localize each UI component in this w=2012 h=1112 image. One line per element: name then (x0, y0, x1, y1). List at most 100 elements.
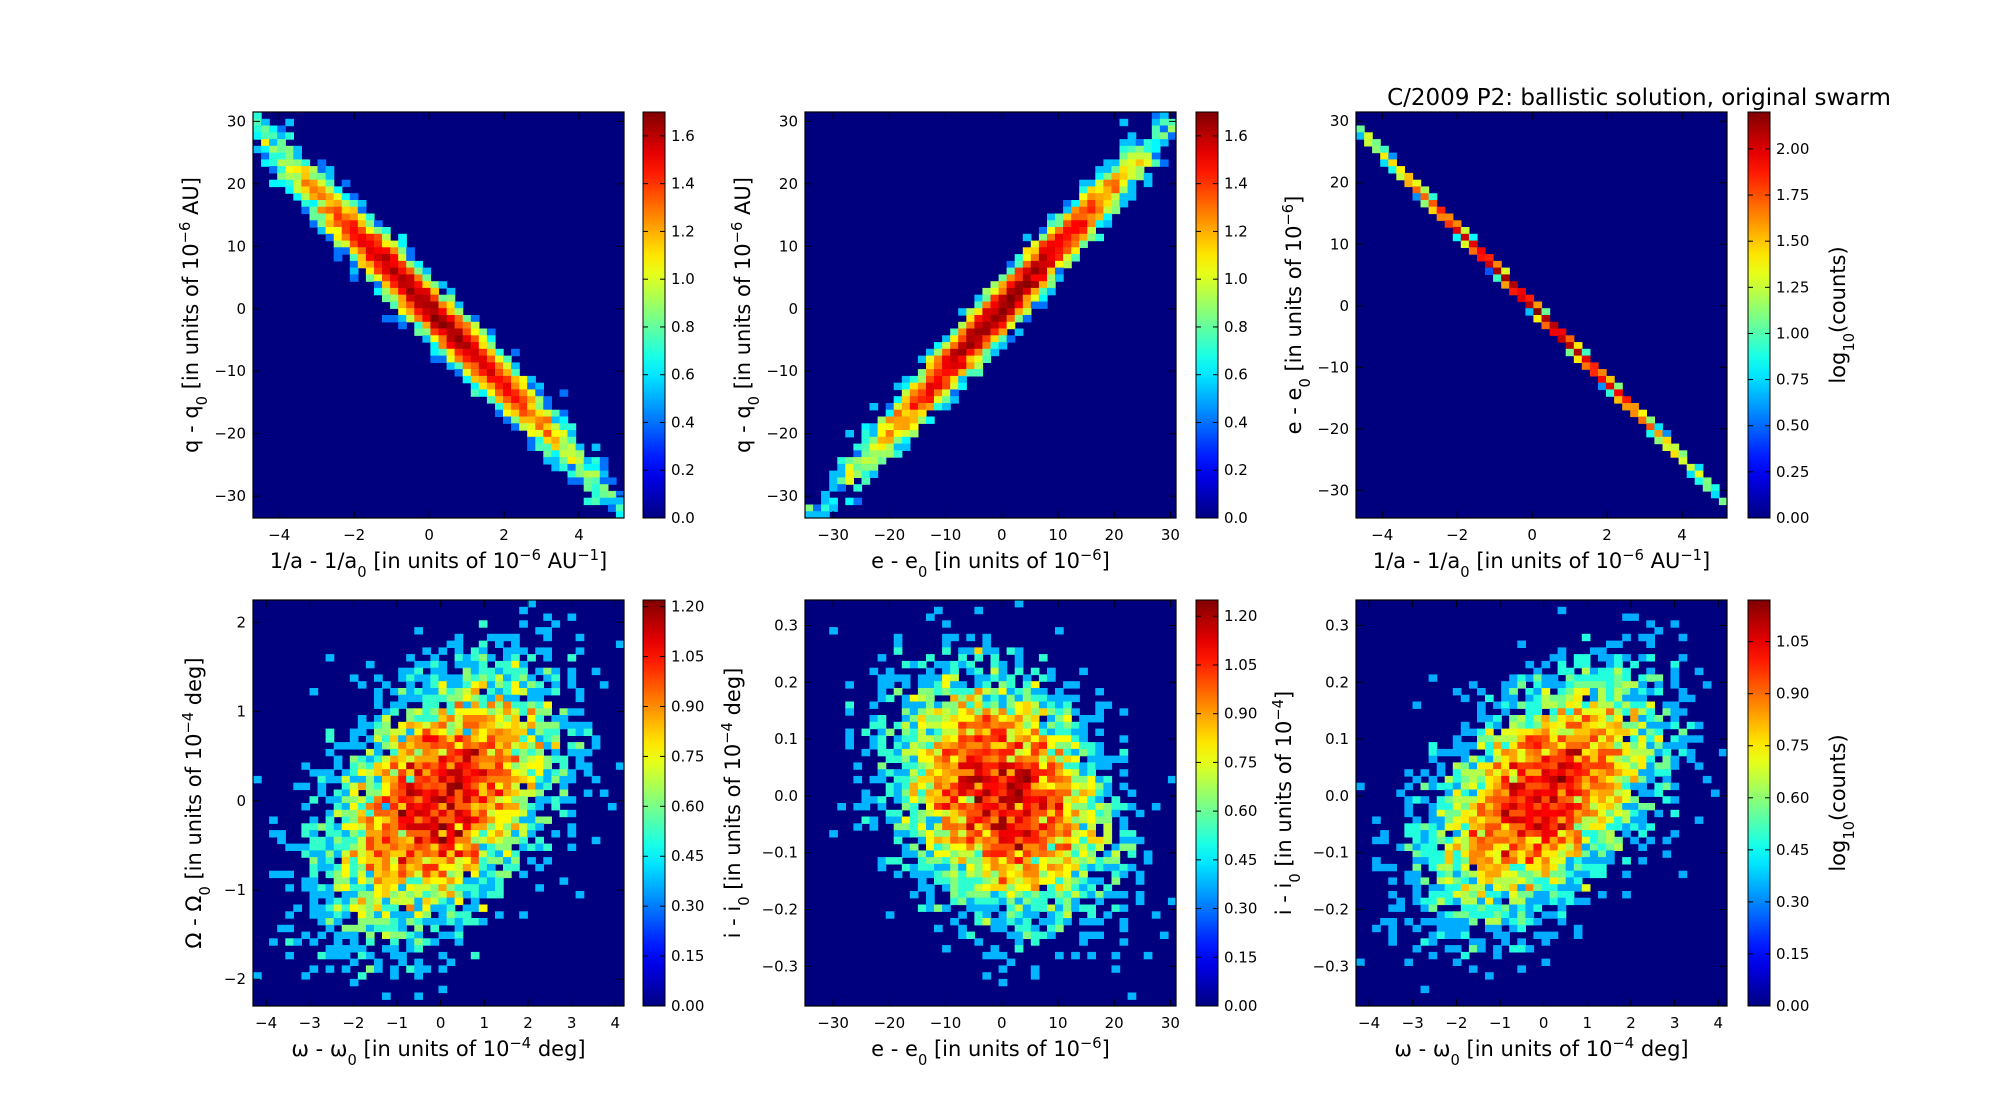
hexbin-cell (1501, 796, 1510, 804)
hexbin-cell (1525, 830, 1535, 838)
hexbin-cell (535, 769, 544, 777)
hexbin-cell (1598, 782, 1607, 791)
hexbin-cell (382, 789, 391, 797)
hexbin-cell (1565, 348, 1575, 357)
hexbin-cell (998, 694, 1008, 703)
hexbin-cell (1662, 796, 1672, 804)
hexbin-cell (1095, 172, 1104, 181)
hexbin-cell (1573, 782, 1583, 791)
hexbin-cell (950, 375, 959, 384)
hexbin-cell (1533, 688, 1543, 696)
hexbin-cell (1119, 145, 1129, 154)
hexbin-cell (885, 667, 895, 676)
hexbin-cell (478, 660, 488, 669)
hexbin-cell (406, 715, 415, 723)
hexbin-cell (478, 803, 488, 811)
hexbin-cell (1006, 843, 1016, 851)
hexbin-cell (901, 375, 911, 384)
hexbin-cell (1022, 715, 1032, 723)
hexbin-cell (615, 511, 624, 518)
hexbin-cell (349, 755, 359, 763)
hexbin-cell (293, 172, 302, 181)
hexbin-cell (438, 735, 448, 743)
hexbin-cell (1622, 762, 1631, 770)
hexbin-cell (365, 904, 375, 912)
hexbin-cell (1646, 836, 1655, 845)
hexbin-cell (398, 735, 407, 743)
hexbin-cell (1614, 701, 1623, 709)
hexbin-cell (357, 891, 367, 899)
hexbin-cell (998, 335, 1008, 343)
hexbin-cell (958, 884, 967, 892)
hexbin-cell (357, 715, 367, 723)
hexbin-cell (527, 755, 536, 763)
hexbin-cell (926, 803, 935, 811)
hexbin-cell (1014, 762, 1024, 770)
hexbin-cell (446, 803, 456, 811)
hexbin-cell (909, 809, 919, 818)
hexbin-cell (1030, 708, 1040, 716)
hexbin-cell (365, 775, 375, 784)
hexbin-cell (446, 681, 456, 689)
hexbin-cell (974, 715, 984, 723)
hexbin-cell (1452, 857, 1462, 865)
hexbin-cell (1087, 918, 1096, 926)
hexbin-cell (1388, 877, 1397, 885)
hexbin-cell (333, 220, 343, 228)
hexbin-cell (893, 769, 903, 777)
hexbin-cell (1589, 647, 1599, 655)
hexbin-cell (1014, 735, 1024, 743)
hexbin-cell (454, 803, 464, 811)
hexbin-cell (535, 721, 544, 730)
hexbin-cell (438, 789, 448, 797)
hexbin-cell (1063, 721, 1072, 730)
hexbin-cell (446, 362, 456, 370)
hexbin-cell (1606, 728, 1615, 736)
hexbin-cell (390, 301, 399, 309)
hexbin-cell (309, 200, 319, 208)
hexbin-cell (390, 951, 399, 960)
hexbin-cell (942, 640, 951, 648)
hexbin-cell (390, 965, 399, 973)
hexbin-cell (942, 335, 951, 343)
hexbin-cell (966, 836, 975, 845)
hexbin-cell (1460, 850, 1470, 858)
hexbin-cell (1444, 850, 1454, 858)
hexbin-cell (1573, 775, 1583, 784)
hexbin-cell (909, 708, 919, 716)
hexbin-cell (422, 674, 432, 682)
hexbin-cell (535, 816, 544, 824)
hexbin-cell (519, 748, 528, 757)
hexbin-cell (1517, 938, 1526, 946)
hexbin-cell (357, 951, 367, 960)
hexbin-cell (454, 789, 464, 797)
hexbin-cell (958, 382, 967, 391)
hexbin-cell (1598, 694, 1607, 703)
hexbin-cell (1509, 870, 1518, 879)
hexbin-cell (390, 701, 399, 709)
hexbin-cell (1468, 843, 1478, 851)
hexbin-cell (349, 877, 359, 885)
hexbin-cell (1477, 938, 1486, 946)
hexbin-cell (357, 918, 367, 926)
hexbin-cell (414, 789, 423, 797)
hexbin-cell (942, 904, 951, 912)
hexbin-cell (1598, 701, 1607, 709)
hexbin-cell (1436, 924, 1446, 933)
hexbin-cell (1014, 782, 1024, 791)
hexbin-cell (1420, 796, 1430, 804)
hexbin-cell (325, 796, 335, 804)
hexbin-cell (950, 681, 959, 689)
hexbin-cell (926, 816, 935, 824)
hexbin-cell (1404, 958, 1414, 966)
hexbin-cell (1079, 220, 1088, 228)
hexbin-cell (1006, 315, 1016, 323)
hexbin-cell (1477, 877, 1486, 885)
hexbin-cell (1589, 782, 1599, 791)
hexbin-cell (934, 355, 943, 363)
hexbin-cell (1638, 681, 1647, 689)
hexbin-cell (269, 830, 278, 838)
hexbin-cell (414, 863, 423, 872)
hexbin-cell (1541, 321, 1551, 330)
hexbin-cell (511, 857, 520, 865)
